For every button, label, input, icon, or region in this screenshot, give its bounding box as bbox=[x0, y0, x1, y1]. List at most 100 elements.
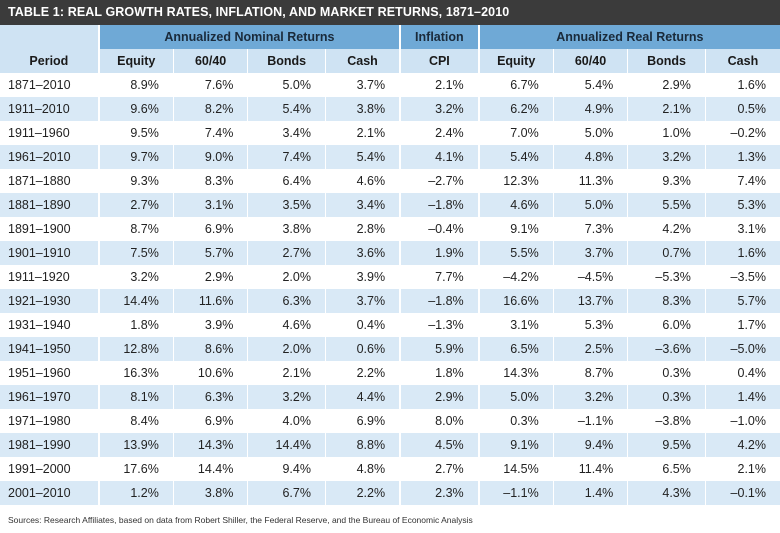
table-title: TABLE 1: REAL GROWTH RATES, INFLATION, A… bbox=[0, 0, 780, 25]
cell-nominal-bonds: 4.0% bbox=[247, 409, 326, 433]
cell-real-cash: –5.0% bbox=[705, 337, 780, 361]
cell-nominal-cash: 3.7% bbox=[325, 289, 402, 313]
cell-nominal-bonds: 7.4% bbox=[247, 145, 326, 169]
cell-period: 1961–2010 bbox=[0, 145, 100, 169]
col-header-nominal-equity: Equity bbox=[98, 49, 174, 73]
cell-real-equity: 9.1% bbox=[478, 433, 554, 457]
cell-real-cash: –0.2% bbox=[705, 121, 780, 145]
cell-nominal-6040: 9.0% bbox=[173, 145, 249, 169]
cell-real-bonds: 9.3% bbox=[627, 169, 706, 193]
cell-cpi: 4.5% bbox=[400, 433, 480, 457]
cell-nominal-equity: 16.3% bbox=[98, 361, 174, 385]
cell-cpi: 2.3% bbox=[400, 481, 480, 505]
cell-nominal-equity: 9.7% bbox=[98, 145, 174, 169]
cell-nominal-cash: 3.4% bbox=[325, 193, 402, 217]
cell-nominal-equity: 17.6% bbox=[98, 457, 174, 481]
cell-cpi: –2.7% bbox=[400, 169, 480, 193]
cell-real-bonds: 4.2% bbox=[627, 217, 706, 241]
cell-period: 1941–1950 bbox=[0, 337, 100, 361]
cell-real-cash: 1.4% bbox=[705, 385, 780, 409]
cell-cpi: 5.9% bbox=[400, 337, 480, 361]
cell-real-bonds: 5.5% bbox=[627, 193, 706, 217]
cell-period: 1891–1900 bbox=[0, 217, 100, 241]
cell-real-bonds: –5.3% bbox=[627, 265, 706, 289]
cell-nominal-equity: 8.1% bbox=[98, 385, 174, 409]
cell-nominal-equity: 7.5% bbox=[98, 241, 174, 265]
cell-nominal-equity: 8.4% bbox=[98, 409, 174, 433]
cell-period: 1911–1960 bbox=[0, 121, 100, 145]
table-row: 1891–1900 8.7% 6.9% 3.8% 2.8% –0.4% 9.1% 7.3% 4.… bbox=[0, 217, 780, 241]
cell-period: 1931–1940 bbox=[0, 313, 100, 337]
cell-real-equity: 0.3% bbox=[478, 409, 554, 433]
cell-period: 2001–2010 bbox=[0, 481, 100, 505]
cell-nominal-bonds: 3.5% bbox=[247, 193, 326, 217]
col-header-nominal-6040: 60/40 bbox=[173, 49, 249, 73]
cell-real-equity: 5.5% bbox=[478, 241, 554, 265]
cell-period: 1881–1890 bbox=[0, 193, 100, 217]
col-header-real-6040: 60/40 bbox=[553, 49, 629, 73]
cell-nominal-bonds: 3.8% bbox=[247, 217, 326, 241]
cell-nominal-bonds: 3.2% bbox=[247, 385, 326, 409]
cell-nominal-cash: 8.8% bbox=[325, 433, 402, 457]
cell-real-6040: 3.2% bbox=[553, 385, 629, 409]
cell-real-equity: 12.3% bbox=[478, 169, 554, 193]
cell-nominal-equity: 3.2% bbox=[98, 265, 174, 289]
returns-table: Annualized Nominal Returns Inflation Ann… bbox=[0, 25, 780, 505]
cell-period: 1991–2000 bbox=[0, 457, 100, 481]
cell-real-6040: 9.4% bbox=[553, 433, 629, 457]
cell-real-bonds: 2.9% bbox=[627, 73, 706, 97]
cell-nominal-cash: 3.9% bbox=[325, 265, 402, 289]
cell-real-bonds: 9.5% bbox=[627, 433, 706, 457]
cell-real-cash: 1.3% bbox=[705, 145, 780, 169]
cell-cpi: 4.1% bbox=[400, 145, 480, 169]
cell-nominal-cash: 3.6% bbox=[325, 241, 402, 265]
cell-cpi: 1.8% bbox=[400, 361, 480, 385]
cell-nominal-equity: 8.9% bbox=[98, 73, 174, 97]
cell-nominal-cash: 0.6% bbox=[325, 337, 402, 361]
cell-real-bonds: 4.3% bbox=[627, 481, 706, 505]
cell-nominal-6040: 7.4% bbox=[173, 121, 249, 145]
cell-real-equity: 14.5% bbox=[478, 457, 554, 481]
cell-nominal-6040: 2.9% bbox=[173, 265, 249, 289]
table-row: 1911–1920 3.2% 2.9% 2.0% 3.9% 7.7% –4.2% –4.5% –… bbox=[0, 265, 780, 289]
cell-nominal-6040: 14.4% bbox=[173, 457, 249, 481]
cell-real-6040: 4.9% bbox=[553, 97, 629, 121]
group-header-row: Annualized Nominal Returns Inflation Ann… bbox=[0, 25, 780, 49]
cell-real-equity: –4.2% bbox=[478, 265, 554, 289]
cell-cpi: –1.8% bbox=[400, 193, 480, 217]
cell-real-cash: 1.7% bbox=[705, 313, 780, 337]
cell-nominal-6040: 6.3% bbox=[173, 385, 249, 409]
cell-real-bonds: 0.3% bbox=[627, 361, 706, 385]
cell-real-6040: 13.7% bbox=[553, 289, 629, 313]
cell-nominal-6040: 3.8% bbox=[173, 481, 249, 505]
table-row: 1921–1930 14.4% 11.6% 6.3% 3.7% –1.8% 16.6% 13.… bbox=[0, 289, 780, 313]
cell-nominal-cash: 2.2% bbox=[325, 481, 402, 505]
table-row: 1961–1970 8.1% 6.3% 3.2% 4.4% 2.9% 5.0% 3.2% 0.3… bbox=[0, 385, 780, 409]
cell-nominal-equity: 1.8% bbox=[98, 313, 174, 337]
group-header-real: Annualized Real Returns bbox=[478, 25, 780, 49]
cell-real-cash: 5.7% bbox=[705, 289, 780, 313]
cell-nominal-6040: 8.3% bbox=[173, 169, 249, 193]
cell-real-6040: 11.3% bbox=[553, 169, 629, 193]
cell-real-bonds: 6.0% bbox=[627, 313, 706, 337]
cell-real-6040: –1.1% bbox=[553, 409, 629, 433]
table-row: 1981–1990 13.9% 14.3% 14.4% 8.8% 4.5% 9.1% 9.4%… bbox=[0, 433, 780, 457]
cell-nominal-cash: 5.4% bbox=[325, 145, 402, 169]
cell-nominal-bonds: 2.1% bbox=[247, 361, 326, 385]
cell-nominal-6040: 8.2% bbox=[173, 97, 249, 121]
table-row: 1931–1940 1.8% 3.9% 4.6% 0.4% –1.3% 3.1% 5.3% 6.… bbox=[0, 313, 780, 337]
cell-nominal-6040: 5.7% bbox=[173, 241, 249, 265]
table-row: 1911–2010 9.6% 8.2% 5.4% 3.8% 3.2% 6.2% 4.9% 2.1… bbox=[0, 97, 780, 121]
cell-real-6040: 8.7% bbox=[553, 361, 629, 385]
cell-nominal-cash: 2.2% bbox=[325, 361, 402, 385]
cell-nominal-cash: 2.8% bbox=[325, 217, 402, 241]
cell-nominal-equity: 8.7% bbox=[98, 217, 174, 241]
cell-cpi: 2.9% bbox=[400, 385, 480, 409]
cell-nominal-cash: 2.1% bbox=[325, 121, 402, 145]
cell-nominal-cash: 4.6% bbox=[325, 169, 402, 193]
cell-real-bonds: 1.0% bbox=[627, 121, 706, 145]
cell-real-equity: –1.1% bbox=[478, 481, 554, 505]
cell-nominal-equity: 13.9% bbox=[98, 433, 174, 457]
col-header-real-equity: Equity bbox=[478, 49, 554, 73]
